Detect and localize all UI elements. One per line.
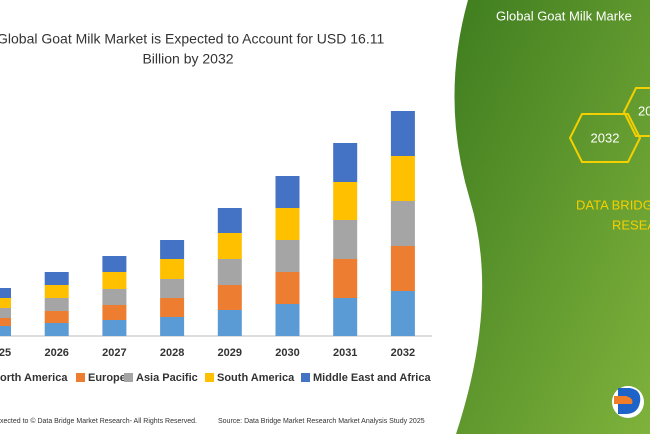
legend-label: Europe xyxy=(88,372,126,384)
legend-swatch xyxy=(301,373,310,382)
bar-segment xyxy=(275,304,300,336)
bar-segment xyxy=(160,259,185,279)
legend-swatch xyxy=(124,373,133,382)
bar-segment xyxy=(333,143,358,182)
bar-segment xyxy=(0,308,11,318)
bar-segment xyxy=(275,272,300,304)
bar-segment xyxy=(275,240,300,272)
bar-segment xyxy=(102,256,127,272)
chart-title: Global Goat Milk Market is Expected to A… xyxy=(0,31,384,47)
bar-segment xyxy=(44,311,69,323)
bar-segment xyxy=(217,310,242,336)
x-tick-label: 2032 xyxy=(391,347,415,359)
bar-segment xyxy=(102,272,127,289)
bar-segment xyxy=(160,317,185,336)
logo xyxy=(614,396,633,404)
bar-segment xyxy=(102,305,127,320)
bar-segment xyxy=(390,246,415,291)
x-tick-label: 2027 xyxy=(102,347,126,359)
hex-label: 2032 xyxy=(591,130,620,145)
bar-segment xyxy=(333,220,358,259)
bar-segment xyxy=(333,298,358,336)
bar-segment xyxy=(390,111,415,156)
bar-segment xyxy=(44,272,69,285)
bar-segment xyxy=(160,279,185,298)
bar-segment xyxy=(217,259,242,285)
x-tick-label: 25 xyxy=(0,347,11,359)
bar-segment xyxy=(44,323,69,336)
x-tick-label: 2031 xyxy=(333,347,357,359)
x-tick-label: 2029 xyxy=(218,347,242,359)
bar-segment xyxy=(160,240,185,259)
legend-label: orth America xyxy=(0,372,68,384)
legend-label: Middle East and Africa xyxy=(313,372,431,384)
bar-segment xyxy=(0,288,11,298)
chart-subtitle: Billion by 2032 xyxy=(142,51,233,67)
bar-segment xyxy=(102,289,127,305)
bar-segment xyxy=(275,208,300,240)
bar-segment xyxy=(0,298,11,308)
bar-segment xyxy=(275,176,300,208)
x-tick-label: 2030 xyxy=(275,347,299,359)
side-title: Global Goat Milk Marke xyxy=(496,8,632,23)
hexagon xyxy=(622,87,650,137)
legend-label: South America xyxy=(217,372,295,384)
bar-segment xyxy=(333,259,358,298)
bar-segment xyxy=(390,156,415,201)
bar-segment xyxy=(390,291,415,336)
bar-segment xyxy=(217,233,242,259)
footer: Source: Data Bridge Market Research Mark… xyxy=(218,418,425,425)
side-panel-bg xyxy=(454,0,650,434)
bar-segment xyxy=(44,285,69,298)
brand-text: RESEA xyxy=(612,217,650,232)
brand-text: DATA BRIDG xyxy=(576,197,650,212)
x-tick-label: 2026 xyxy=(44,347,68,359)
bar-segment xyxy=(0,318,11,326)
footer: xected to © Data Bridge Market Research-… xyxy=(0,417,197,425)
legend-swatch xyxy=(76,373,85,382)
hex-label: 20 xyxy=(638,103,650,118)
bar-segment xyxy=(0,326,11,336)
legend-swatch xyxy=(205,373,214,382)
bar-segment xyxy=(390,201,415,246)
legend-label: Asia Pacific xyxy=(136,372,198,384)
x-tick-label: 2028 xyxy=(160,347,184,359)
bar-segment xyxy=(44,298,69,311)
bar-segment xyxy=(217,208,242,233)
bar-segment xyxy=(333,182,358,220)
hexagon xyxy=(568,113,642,163)
bar-segment xyxy=(160,298,185,317)
bar-segment xyxy=(217,285,242,310)
bar-segment xyxy=(102,320,127,336)
